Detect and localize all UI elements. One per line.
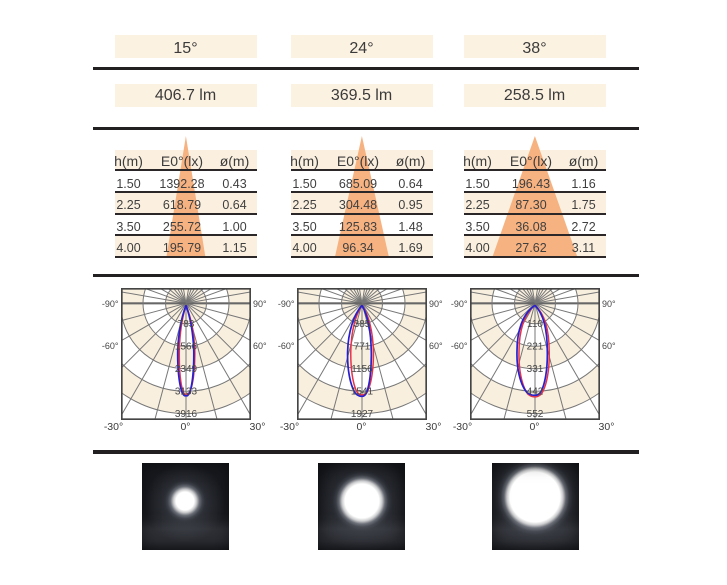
svg-text:1156: 1156 bbox=[351, 364, 373, 375]
svg-text:783: 783 bbox=[177, 319, 194, 330]
svg-text:771: 771 bbox=[353, 341, 370, 352]
svg-text:552: 552 bbox=[526, 408, 543, 419]
svg-text:110: 110 bbox=[527, 319, 543, 330]
svg-text:1566: 1566 bbox=[174, 341, 197, 352]
svg-text:221: 221 bbox=[526, 341, 543, 352]
svg-text:1541: 1541 bbox=[350, 386, 373, 397]
svg-text:2349: 2349 bbox=[174, 364, 197, 375]
svg-text:3916: 3916 bbox=[174, 408, 197, 419]
svg-text:3133: 3133 bbox=[174, 386, 197, 397]
svg-text:331: 331 bbox=[526, 364, 543, 375]
svg-text:1927: 1927 bbox=[350, 408, 373, 419]
svg-text:385: 385 bbox=[353, 319, 370, 330]
svg-text:442: 442 bbox=[526, 386, 543, 397]
